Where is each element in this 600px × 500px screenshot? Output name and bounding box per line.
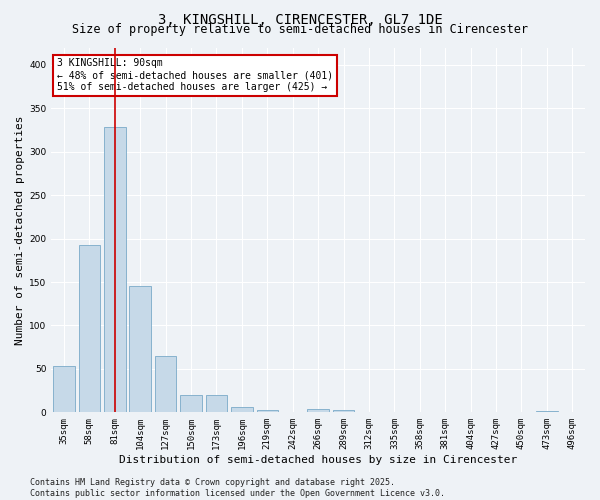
Text: 3 KINGSHILL: 90sqm
← 48% of semi-detached houses are smaller (401)
51% of semi-d: 3 KINGSHILL: 90sqm ← 48% of semi-detache… [56,58,333,92]
Bar [104,128,125,412]
Bar [231,407,253,412]
Text: Size of property relative to semi-detached houses in Cirencester: Size of property relative to semi-detach… [72,22,528,36]
Bar [536,410,557,412]
Bar [333,410,355,412]
Bar [307,409,329,412]
Bar [206,395,227,412]
Bar [130,286,151,412]
Bar [257,410,278,412]
Bar [79,244,100,412]
Bar [180,395,202,412]
Y-axis label: Number of semi-detached properties: Number of semi-detached properties [15,115,25,344]
X-axis label: Distribution of semi-detached houses by size in Cirencester: Distribution of semi-detached houses by … [119,455,517,465]
Bar [155,356,176,412]
Text: Contains HM Land Registry data © Crown copyright and database right 2025.
Contai: Contains HM Land Registry data © Crown c… [30,478,445,498]
Text: 3, KINGSHILL, CIRENCESTER, GL7 1DE: 3, KINGSHILL, CIRENCESTER, GL7 1DE [158,12,442,26]
Bar [53,366,75,412]
